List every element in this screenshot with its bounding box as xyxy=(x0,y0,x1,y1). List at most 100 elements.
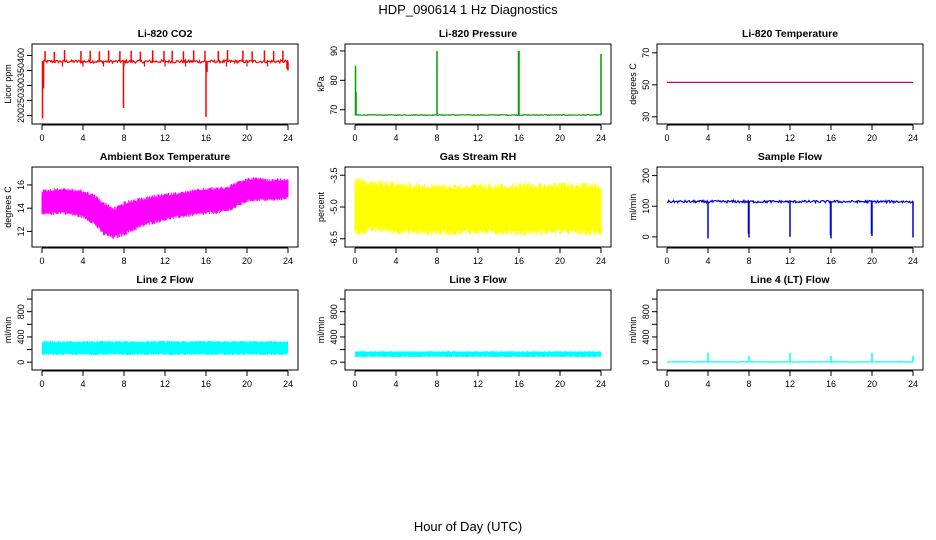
chart-title: Line 4 (LT) Flow xyxy=(750,274,830,286)
chart-panel: Ambient Box Temperature 0 4 8 12 16 20 24 12 14 16… xyxy=(3,151,299,266)
y-tick-label: 0 xyxy=(16,360,26,365)
data-marks xyxy=(666,352,914,363)
x-tick-label: 4 xyxy=(80,133,85,143)
series-band xyxy=(560,351,601,358)
series-line xyxy=(354,113,602,117)
chart-panel: Li-820 Pressure 0 4 8 12 16 20 24 70 80 90 kPa xyxy=(316,28,612,143)
y-tick-label: 400 xyxy=(329,329,339,344)
y-tick-label: -6.5 xyxy=(329,231,339,247)
data-marks xyxy=(354,178,602,236)
x-axis: 0 4 8 12 16 20 24 xyxy=(664,124,918,143)
y-tick-label: 800 xyxy=(641,304,651,319)
y-tick-label: 50 xyxy=(641,80,651,90)
series-band xyxy=(354,178,602,236)
x-tick-label: 8 xyxy=(121,133,126,143)
x-tick-label: 0 xyxy=(39,379,44,389)
x-tick-label: 20 xyxy=(555,256,565,266)
chart-title: Line 3 Flow xyxy=(449,274,507,286)
y-tick-label: 90 xyxy=(329,46,339,56)
x-tick-label: 8 xyxy=(434,133,439,143)
x-tick-label: 12 xyxy=(785,379,795,389)
figure-title: HDP_090614 1 Hz Diagnostics xyxy=(378,2,558,17)
data-marks xyxy=(42,340,288,356)
series-band xyxy=(396,351,437,358)
series-band xyxy=(478,351,519,358)
y-tick-label: 400 xyxy=(16,329,26,344)
x-tick-label: 16 xyxy=(514,133,524,143)
x-tick-label: 12 xyxy=(785,133,795,143)
y-tick-label: 250 xyxy=(16,93,26,108)
chart-title: Li-820 Pressure xyxy=(439,28,517,40)
x-tick-label: 4 xyxy=(393,256,398,266)
y-tick-label: 100 xyxy=(641,199,651,214)
x-tick-label: 20 xyxy=(242,133,252,143)
y-tick-label: 70 xyxy=(641,48,651,58)
x-tick-label: 4 xyxy=(80,256,85,266)
chart-title: Sample Flow xyxy=(758,151,823,163)
y-tick-label: 200 xyxy=(641,168,651,183)
chart-title: Gas Stream RH xyxy=(440,151,516,163)
x-tick-label: 8 xyxy=(434,379,439,389)
x-tick-label: 0 xyxy=(352,133,357,143)
x-tick-label: 12 xyxy=(473,256,483,266)
x-axis: 0 4 8 12 16 20 24 xyxy=(39,370,293,389)
x-tick-label: 24 xyxy=(596,133,606,143)
x-tick-label: 12 xyxy=(160,379,170,389)
y-axis-label: ml/min xyxy=(3,317,13,344)
x-tick-label: 20 xyxy=(242,379,252,389)
x-tick-label: 16 xyxy=(514,256,524,266)
x-tick-label: 16 xyxy=(826,379,836,389)
y-axis-label: Licor ppm xyxy=(3,64,13,104)
y-tick-label: 800 xyxy=(16,304,26,319)
figure-xlabel: Hour of Day (UTC) xyxy=(414,519,522,534)
x-tick-label: 16 xyxy=(201,256,211,266)
data-marks xyxy=(354,50,602,117)
series-band xyxy=(519,351,560,358)
chart-panel: Gas Stream RH 0 4 8 12 16 20 24 -3.5 -5.0 -6.5perc… xyxy=(316,151,612,266)
y-tick-label: 400 xyxy=(16,48,26,63)
series-band xyxy=(124,340,165,356)
x-tick-label: 4 xyxy=(393,133,398,143)
y-axis-label: degrees C xyxy=(628,63,638,105)
y-tick-label: 800 xyxy=(329,304,339,319)
x-tick-label: 16 xyxy=(826,256,836,266)
x-tick-label: 0 xyxy=(664,379,669,389)
y-axis-label: ml/min xyxy=(628,317,638,344)
x-tick-label: 24 xyxy=(596,256,606,266)
x-tick-label: 12 xyxy=(160,256,170,266)
x-tick-label: 4 xyxy=(393,379,398,389)
x-tick-label: 0 xyxy=(39,256,44,266)
x-tick-label: 20 xyxy=(555,379,565,389)
x-axis: 0 4 8 12 16 20 24 xyxy=(664,247,918,266)
x-tick-label: 20 xyxy=(555,133,565,143)
x-tick-label: 4 xyxy=(705,379,710,389)
x-tick-label: 8 xyxy=(746,256,751,266)
x-tick-label: 0 xyxy=(39,133,44,143)
series-band xyxy=(206,340,247,356)
x-tick-label: 12 xyxy=(473,379,483,389)
x-tick-label: 24 xyxy=(283,133,293,143)
y-axis-label: ml/min xyxy=(628,194,638,221)
x-tick-label: 24 xyxy=(908,379,918,389)
y-axis-label: ml/min xyxy=(316,317,326,344)
chart-title: Li-820 CO2 xyxy=(138,28,193,40)
x-tick-label: 0 xyxy=(352,379,357,389)
x-tick-label: 0 xyxy=(352,256,357,266)
x-tick-label: 16 xyxy=(514,379,524,389)
y-tick-label: 16 xyxy=(16,180,26,190)
x-tick-label: 12 xyxy=(473,133,483,143)
y-tick-label: 80 xyxy=(329,75,339,85)
y-axis: 0 100 200 ml/min xyxy=(628,168,657,239)
plot-frame xyxy=(31,166,299,248)
x-tick-label: 20 xyxy=(242,256,252,266)
chart-title: Ambient Box Temperature xyxy=(100,151,231,163)
series-line xyxy=(41,58,289,65)
x-axis: 0 4 8 12 16 20 24 xyxy=(352,124,606,143)
